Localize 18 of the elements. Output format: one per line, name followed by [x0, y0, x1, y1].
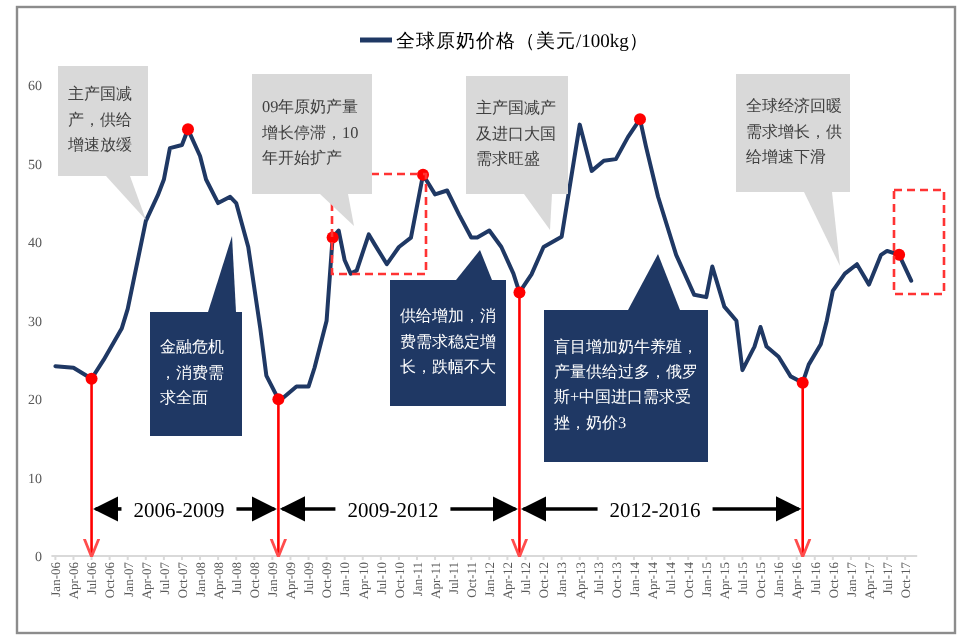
point — [893, 248, 906, 261]
annotation: 主产国减产，供给增速放缓 — [66, 85, 132, 155]
point — [181, 123, 194, 136]
point — [796, 376, 809, 389]
point — [272, 393, 285, 406]
annotation: 盲目增加奶牛养殖，产量供给过多，俄罗斯+中国进口需求受挫，奶价3 — [554, 337, 698, 432]
point — [85, 372, 98, 385]
annotation: 09年原奶产量增长停滞，10年开始扩产 — [260, 98, 359, 168]
annotation: 供给增加，消费需求稳定增长，跌幅不大 — [400, 307, 496, 377]
point — [633, 113, 646, 126]
legend-label: 全球原奶价格（美元/100kg） — [396, 29, 649, 53]
annotation: 主产国减产及进口大国需求旺盛 — [476, 99, 556, 169]
annotation: 2006-2009 — [133, 500, 225, 523]
annotation: 全球经济回暖需求增长，供给增速下滑 — [746, 97, 842, 167]
annotation: 金融危机，消费需求全面 — [160, 338, 224, 408]
annotation: 2012-2016 — [609, 500, 701, 523]
point — [513, 286, 526, 299]
annotation: 2009-2012 — [347, 500, 439, 523]
